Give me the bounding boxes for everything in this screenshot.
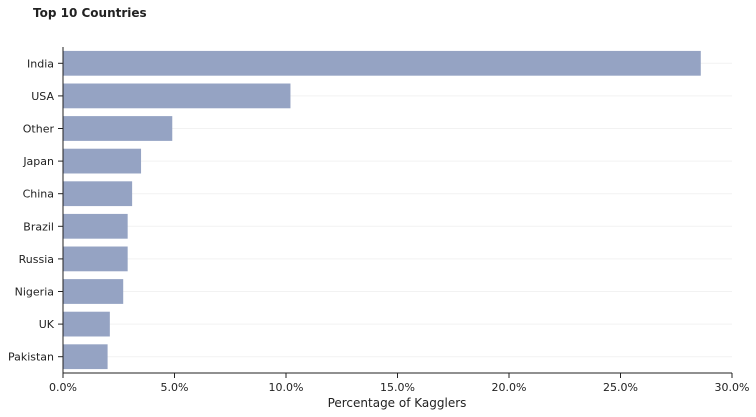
y-tick-label: India xyxy=(27,57,54,70)
bar-russia xyxy=(63,246,128,272)
x-tick-label: 15.0% xyxy=(380,381,415,394)
bar-brazil xyxy=(63,213,128,239)
bar-nigeria xyxy=(63,279,124,304)
bar-usa xyxy=(63,83,291,109)
bar-other xyxy=(63,116,173,141)
bars xyxy=(63,50,701,370)
x-tick-label: 20.0% xyxy=(492,381,527,394)
x-tick-label: 30.0% xyxy=(715,381,750,394)
chart-title: Top 10 Countries xyxy=(33,6,147,20)
y-tick-label: Other xyxy=(23,123,55,136)
x-tick-label: 5.0% xyxy=(161,381,189,394)
x-tick-label: 0.0% xyxy=(49,381,77,394)
y-tick-label: China xyxy=(23,188,54,201)
bar-pakistan xyxy=(63,344,108,370)
bar-india xyxy=(63,50,701,76)
y-axis-ticks: India USA Other Japan China Brazil Russia Niger… xyxy=(8,57,63,364)
bar-japan xyxy=(63,148,142,174)
y-tick-label: UK xyxy=(39,318,55,331)
y-tick-label: Japan xyxy=(22,155,54,168)
y-tick-label: Brazil xyxy=(23,220,54,233)
y-tick-label: Pakistan xyxy=(8,351,54,364)
y-tick-label: Nigeria xyxy=(15,286,54,299)
y-tick-label: USA xyxy=(31,90,54,103)
x-tick-label: 25.0% xyxy=(603,381,638,394)
y-tick-label: Russia xyxy=(19,253,54,266)
bar-uk xyxy=(63,311,110,337)
x-tick-label: 10.0% xyxy=(269,381,304,394)
x-axis-ticks: 0.0% 5.0% 10.0% 15.0% 20.0% 25.0% 30.0% xyxy=(49,373,749,394)
x-axis-label: Percentage of Kagglers xyxy=(328,396,467,410)
bar-china xyxy=(63,181,133,207)
